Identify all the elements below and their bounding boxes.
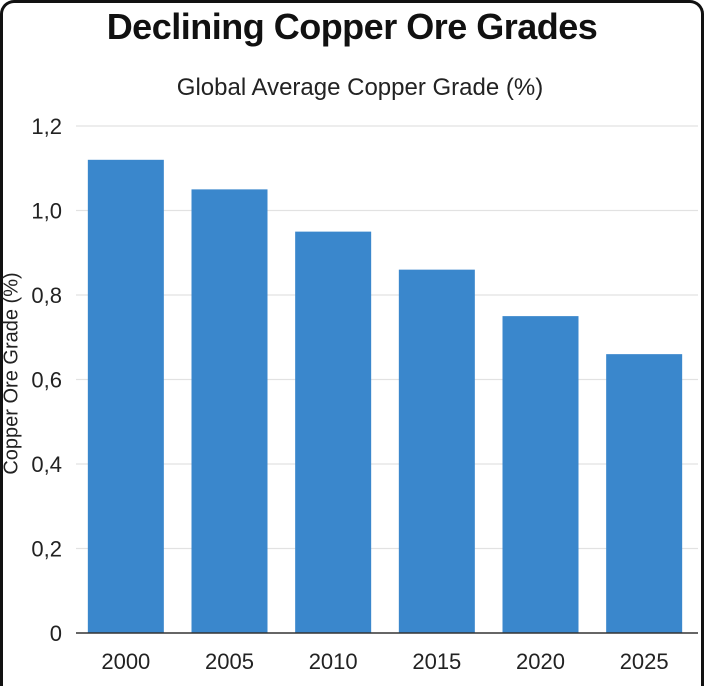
- gridlines: [76, 125, 698, 550]
- bar-2010: [295, 231, 372, 633]
- y-tick-label: 1,2: [31, 114, 62, 139]
- bar-2020: [502, 316, 579, 633]
- x-tick-label: 2025: [620, 649, 669, 674]
- y-tick-label: 1,0: [31, 199, 62, 224]
- bars: [87, 159, 683, 634]
- bar-2000: [87, 159, 164, 634]
- x-tick-label: 2020: [516, 649, 565, 674]
- bar-2015: [398, 269, 475, 633]
- axes: 0 0,2 0,4 0,6 0,8 1,0 1,2 2000 2005 2010 2015 2020 2…: [31, 114, 698, 674]
- chart-title: Declining Copper Ore Grades: [106, 6, 598, 47]
- x-tick-label: 2005: [205, 649, 254, 674]
- y-tick-label: 0,4: [31, 452, 62, 477]
- x-tick-label: 2010: [309, 649, 358, 674]
- y-tick-label: 0,8: [31, 283, 62, 308]
- y-tick-label: 0: [50, 621, 62, 646]
- bar-2005: [191, 189, 268, 633]
- chart-subtitle: Global Average Copper Grade (%): [176, 74, 544, 101]
- x-tick-label: 2000: [101, 649, 150, 674]
- y-tick-label: 0,6: [31, 368, 62, 393]
- bar-2025: [606, 354, 683, 633]
- y-tick-label: 0,2: [31, 537, 62, 562]
- x-tick-label: 2015: [412, 649, 461, 674]
